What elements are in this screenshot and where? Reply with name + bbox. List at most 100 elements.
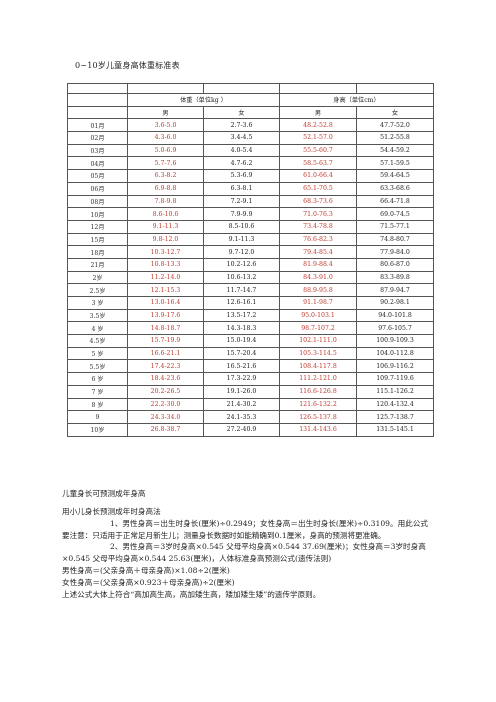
paragraph: 男性身高＝(父亲身高＋母亲身高)×1.08÷2(厘米) xyxy=(62,565,230,575)
table-row: 21月 10.8-13.3 10.2-12.6 81.9-88.4 80.6-87.0 xyxy=(67,257,434,272)
height-boy-cell: 61.0-66.4 xyxy=(279,169,357,183)
age-cell: 04月 xyxy=(67,156,128,171)
age-cell: 18月 xyxy=(67,245,128,259)
height-girl-cell: 131.5-145.1 xyxy=(356,422,434,437)
weight-boy-cell: 10.8-13.3 xyxy=(127,257,204,272)
weight-girl-cell: 24.1-35.3 xyxy=(203,410,280,424)
age-cell: 21月 xyxy=(67,257,128,272)
table-row: 01月 3.6-5.0 2.7-3.6 48.2-52.8 47.7-52.0 xyxy=(67,118,434,133)
weight-girl-cell: 11.7-14.7 xyxy=(203,283,280,297)
weight-girl-cell: 8.5-10.6 xyxy=(203,219,280,234)
height-girl-cell: 100.9-109.3 xyxy=(356,334,434,348)
weight-boy-cell: 17.4-22.3 xyxy=(127,359,204,374)
weight-boy-cell: 4.3-6.0 xyxy=(127,131,204,145)
page-title: 0~10岁儿童身高体重标准表 xyxy=(75,61,180,70)
height-girl-cell: 59.4-64.5 xyxy=(356,169,434,183)
table-row: 5 岁 16.6-21.1 15.7-20.4 105.3-114.5 104.0-11… xyxy=(67,346,434,361)
table-row: 8 岁 22.2-30.0 21.4-30.2 121.6-132.2 120.4-13… xyxy=(67,397,434,412)
height-group-header: 身高（单位cm） xyxy=(279,93,434,107)
table-group-header-row: 体重（单位kg ） 身高（单位cm） xyxy=(67,93,434,107)
weight-boy-cell: 24.3-34.0 xyxy=(127,410,204,424)
weight-boy-cell: 11.2-14.0 xyxy=(127,270,204,285)
weight-girl-cell: 3.4-4.5 xyxy=(203,131,280,145)
height-boy-cell: 68.3-73.6 xyxy=(279,194,357,209)
table-row: 04月 5.7-7.6 4.7-6.2 58.5-63.7 57.1-59.5 xyxy=(67,156,434,171)
table-row: 06月 6.9-8.8 6.3-8.1 65.1-70.5 63.3-68.6 xyxy=(67,181,434,196)
height-girl-cell: 94.0-101.8 xyxy=(356,308,434,323)
weight-boy-header: 男 xyxy=(127,105,204,120)
height-boy-cell: 55.5-60.7 xyxy=(279,143,357,158)
table-row: 4 岁 14.8-18.7 14.3-18.3 98.7-107.2 97.6-105.… xyxy=(67,321,434,336)
weight-boy-cell: 18.4-23.6 xyxy=(127,372,204,386)
age-cell: 02月 xyxy=(67,131,128,145)
age-cell: 5 岁 xyxy=(67,346,128,361)
table-row: 02月 4.3-6.0 3.4-4.5 52.1-57.0 51.2-55.8 xyxy=(67,131,434,145)
table-row: 15月 9.8-12.0 9.1-11.3 76.6-82.3 74.8-80.7 xyxy=(67,232,434,247)
age-cell: 2.5岁 xyxy=(67,283,128,297)
weight-boy-cell: 6.3-8.2 xyxy=(127,169,204,183)
height-boy-header: 男 xyxy=(279,105,357,120)
weight-girl-cell: 10.2-12.6 xyxy=(203,257,280,272)
age-cell: 03月 xyxy=(67,143,128,158)
weight-girl-cell: 15.0-19.4 xyxy=(203,334,280,348)
table-row: 12月 9.1-11.3 8.5-10.6 73.4-78.8 71.5-77.1 xyxy=(67,219,434,234)
height-boy-cell: 76.6-82.3 xyxy=(279,232,357,247)
weight-boy-cell: 3.6-5.0 xyxy=(127,118,204,133)
height-boy-cell: 71.0-76.3 xyxy=(279,207,357,221)
table-row: 10月 8.6-10.6 7.9-9.9 71.0-76.3 69.0-74.5 xyxy=(67,207,434,221)
height-girl-cell: 74.8-80.7 xyxy=(356,232,434,247)
height-boy-cell: 88.9-95.8 xyxy=(279,283,357,297)
height-girl-cell: 104.0-112.8 xyxy=(356,346,434,361)
height-girl-cell: 47.7-52.0 xyxy=(356,118,434,133)
height-girl-cell: 115.1-126.2 xyxy=(356,384,434,399)
weight-boy-cell: 9.1-11.3 xyxy=(127,219,204,234)
weight-boy-cell: 7.8-9.8 xyxy=(127,194,204,209)
weight-girl-cell: 7.2-9.1 xyxy=(203,194,280,209)
weight-girl-cell: 10.6-13.2 xyxy=(203,270,280,285)
age-cell: 3 岁 xyxy=(67,296,128,310)
table-row: 7 岁 20.2-26.5 19.1-26.0 116.6-126.8 115.1-12… xyxy=(67,384,434,399)
height-boy-cell: 52.1-57.0 xyxy=(279,131,357,145)
weight-girl-cell: 4.7-6.2 xyxy=(203,156,280,171)
weight-girl-cell: 15.7-20.4 xyxy=(203,346,280,361)
weight-girl-cell: 14.3-18.3 xyxy=(203,321,280,336)
age-cell: 3.5岁 xyxy=(67,308,128,323)
height-girl-cell: 71.5-77.1 xyxy=(356,219,434,234)
height-girl-cell: 83.3-89.8 xyxy=(356,270,434,285)
table-sub-header-row: 男 女 男 女 xyxy=(67,105,434,120)
weight-girl-cell: 2.7-3.6 xyxy=(203,118,280,133)
table-row: 6 岁 18.4-23.6 17.3-22.9 111.2-121.0 109.7-11… xyxy=(67,372,434,386)
height-boy-cell: 111.2-121.0 xyxy=(279,372,357,386)
weight-boy-cell: 8.6-10.6 xyxy=(127,207,204,221)
height-boy-cell: 58.5-63.7 xyxy=(279,156,357,171)
age-cell: 9 xyxy=(67,410,128,424)
weight-girl-cell: 7.9-9.9 xyxy=(203,207,280,221)
age-cell: 8 岁 xyxy=(67,397,128,412)
weight-girl-cell: 16.5-21.6 xyxy=(203,359,280,374)
height-girl-cell: 77.9-84.0 xyxy=(356,245,434,259)
table-row: 5.5岁 17.4-22.3 16.5-21.6 108.4-117.8 106.9-1… xyxy=(67,359,434,374)
height-girl-cell: 63.3-68.6 xyxy=(356,181,434,196)
weight-girl-cell: 13.5-17.2 xyxy=(203,308,280,323)
age-cell: 15月 xyxy=(67,232,128,247)
age-cell: 7 岁 xyxy=(67,384,128,399)
age-cell: 08月 xyxy=(67,194,128,209)
weight-boy-cell: 14.8-18.7 xyxy=(127,321,204,336)
paragraph: 女性身高＝(父亲身高×0.923＋母亲身高)÷2(厘米) xyxy=(62,577,235,587)
age-cell: 06月 xyxy=(67,181,128,196)
height-girl-cell: 87.9-94.7 xyxy=(356,283,434,297)
height-girl-cell: 97.6-105.7 xyxy=(356,321,434,336)
weight-girl-cell: 27.2-40.9 xyxy=(203,422,280,437)
weight-girl-cell: 6.3-8.1 xyxy=(203,181,280,196)
height-girl-cell: 51.2-55.8 xyxy=(356,131,434,145)
height-boy-cell: 105.3-114.5 xyxy=(279,346,357,361)
weight-boy-cell: 10.3-12.7 xyxy=(127,245,204,259)
weight-boy-cell: 16.6-21.1 xyxy=(127,346,204,361)
weight-boy-cell: 20.2-26.5 xyxy=(127,384,204,399)
weight-girl-cell: 12.6-16.1 xyxy=(203,296,280,310)
weight-boy-cell: 12.1-15.3 xyxy=(127,283,204,297)
height-girl-cell: 106.9-116.2 xyxy=(356,359,434,374)
weight-boy-cell: 15.7-19.9 xyxy=(127,334,204,348)
height-boy-cell: 79.4-85.4 xyxy=(279,245,357,259)
table-row: 10岁 26.8-38.7 27.2-40.9 131.4-143.6 131.5-14… xyxy=(67,422,434,437)
